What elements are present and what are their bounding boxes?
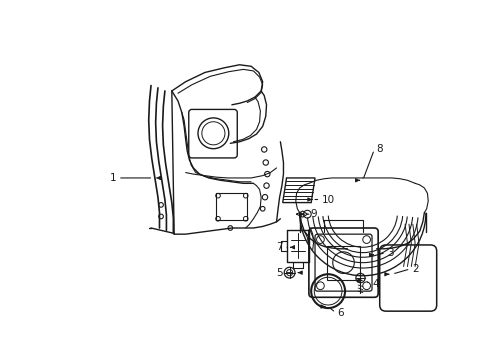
Text: 7: 7 (276, 242, 283, 252)
Text: 9: 9 (311, 209, 317, 219)
Text: 3: 3 (388, 248, 394, 258)
Text: 8: 8 (376, 144, 383, 154)
Bar (327, 246, 361, 280)
Text: 6: 6 (337, 308, 344, 318)
Text: 1: 1 (110, 173, 117, 183)
Text: 4: 4 (372, 279, 379, 289)
Text: 5: 5 (276, 267, 283, 278)
Text: 2: 2 (412, 264, 418, 274)
Text: 10: 10 (322, 194, 335, 204)
